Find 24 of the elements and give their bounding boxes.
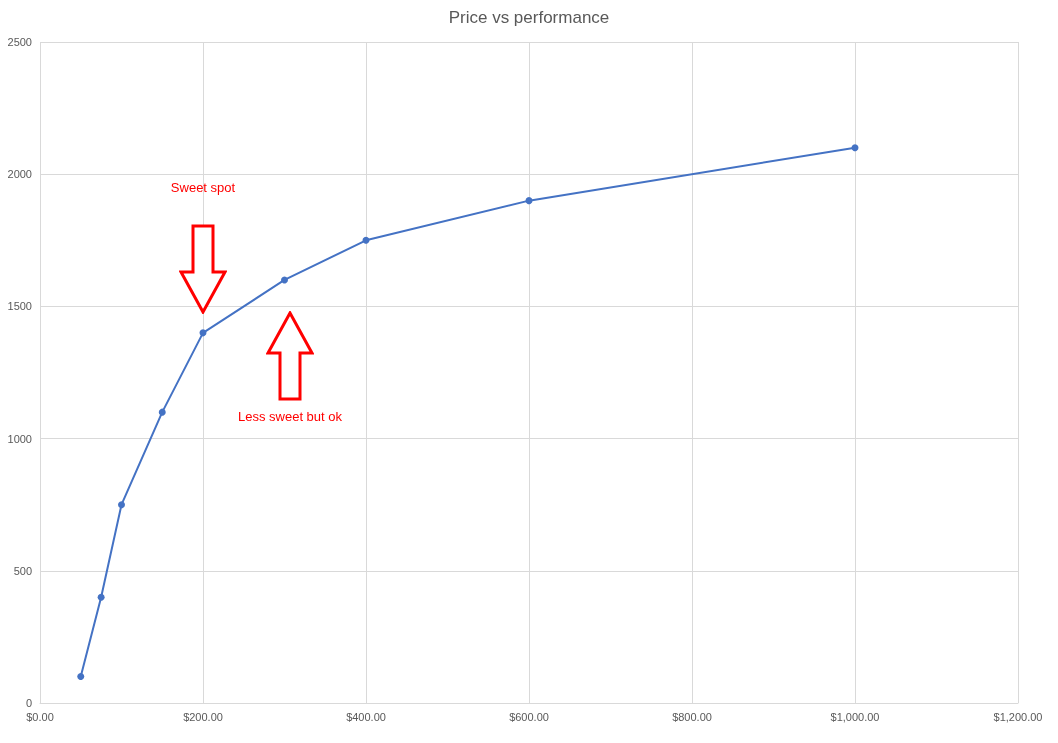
y-tick-label: 500 [13, 564, 32, 577]
x-tick-label: $1,000.00 [830, 710, 880, 723]
x-tick-label: $800.00 [672, 710, 712, 723]
annotation: Sweet spot [170, 180, 236, 195]
x-tick-label: $200.00 [183, 710, 223, 723]
y-tick-label: 2500 [7, 36, 32, 48]
chart-title: Price vs performance [448, 8, 610, 27]
y-tick-label: 0 [25, 697, 32, 709]
point [97, 593, 105, 601]
x-tick-label: $0.00 [26, 710, 54, 723]
point [851, 144, 859, 152]
point [362, 236, 370, 244]
point [281, 276, 288, 284]
x-tick-label: $600.00 [509, 710, 549, 723]
x-tick-label: $400.00 [346, 710, 386, 723]
point [77, 673, 85, 681]
annotation: Less sweet but ok [237, 409, 343, 424]
y-tick-label: 1000 [7, 432, 32, 445]
point [525, 197, 533, 205]
point [158, 408, 166, 416]
y-tick-label: 1500 [7, 300, 32, 313]
y-tick-label: 2000 [7, 168, 32, 181]
x-tick-label: $1,200.00 [993, 710, 1043, 723]
point [118, 501, 125, 509]
